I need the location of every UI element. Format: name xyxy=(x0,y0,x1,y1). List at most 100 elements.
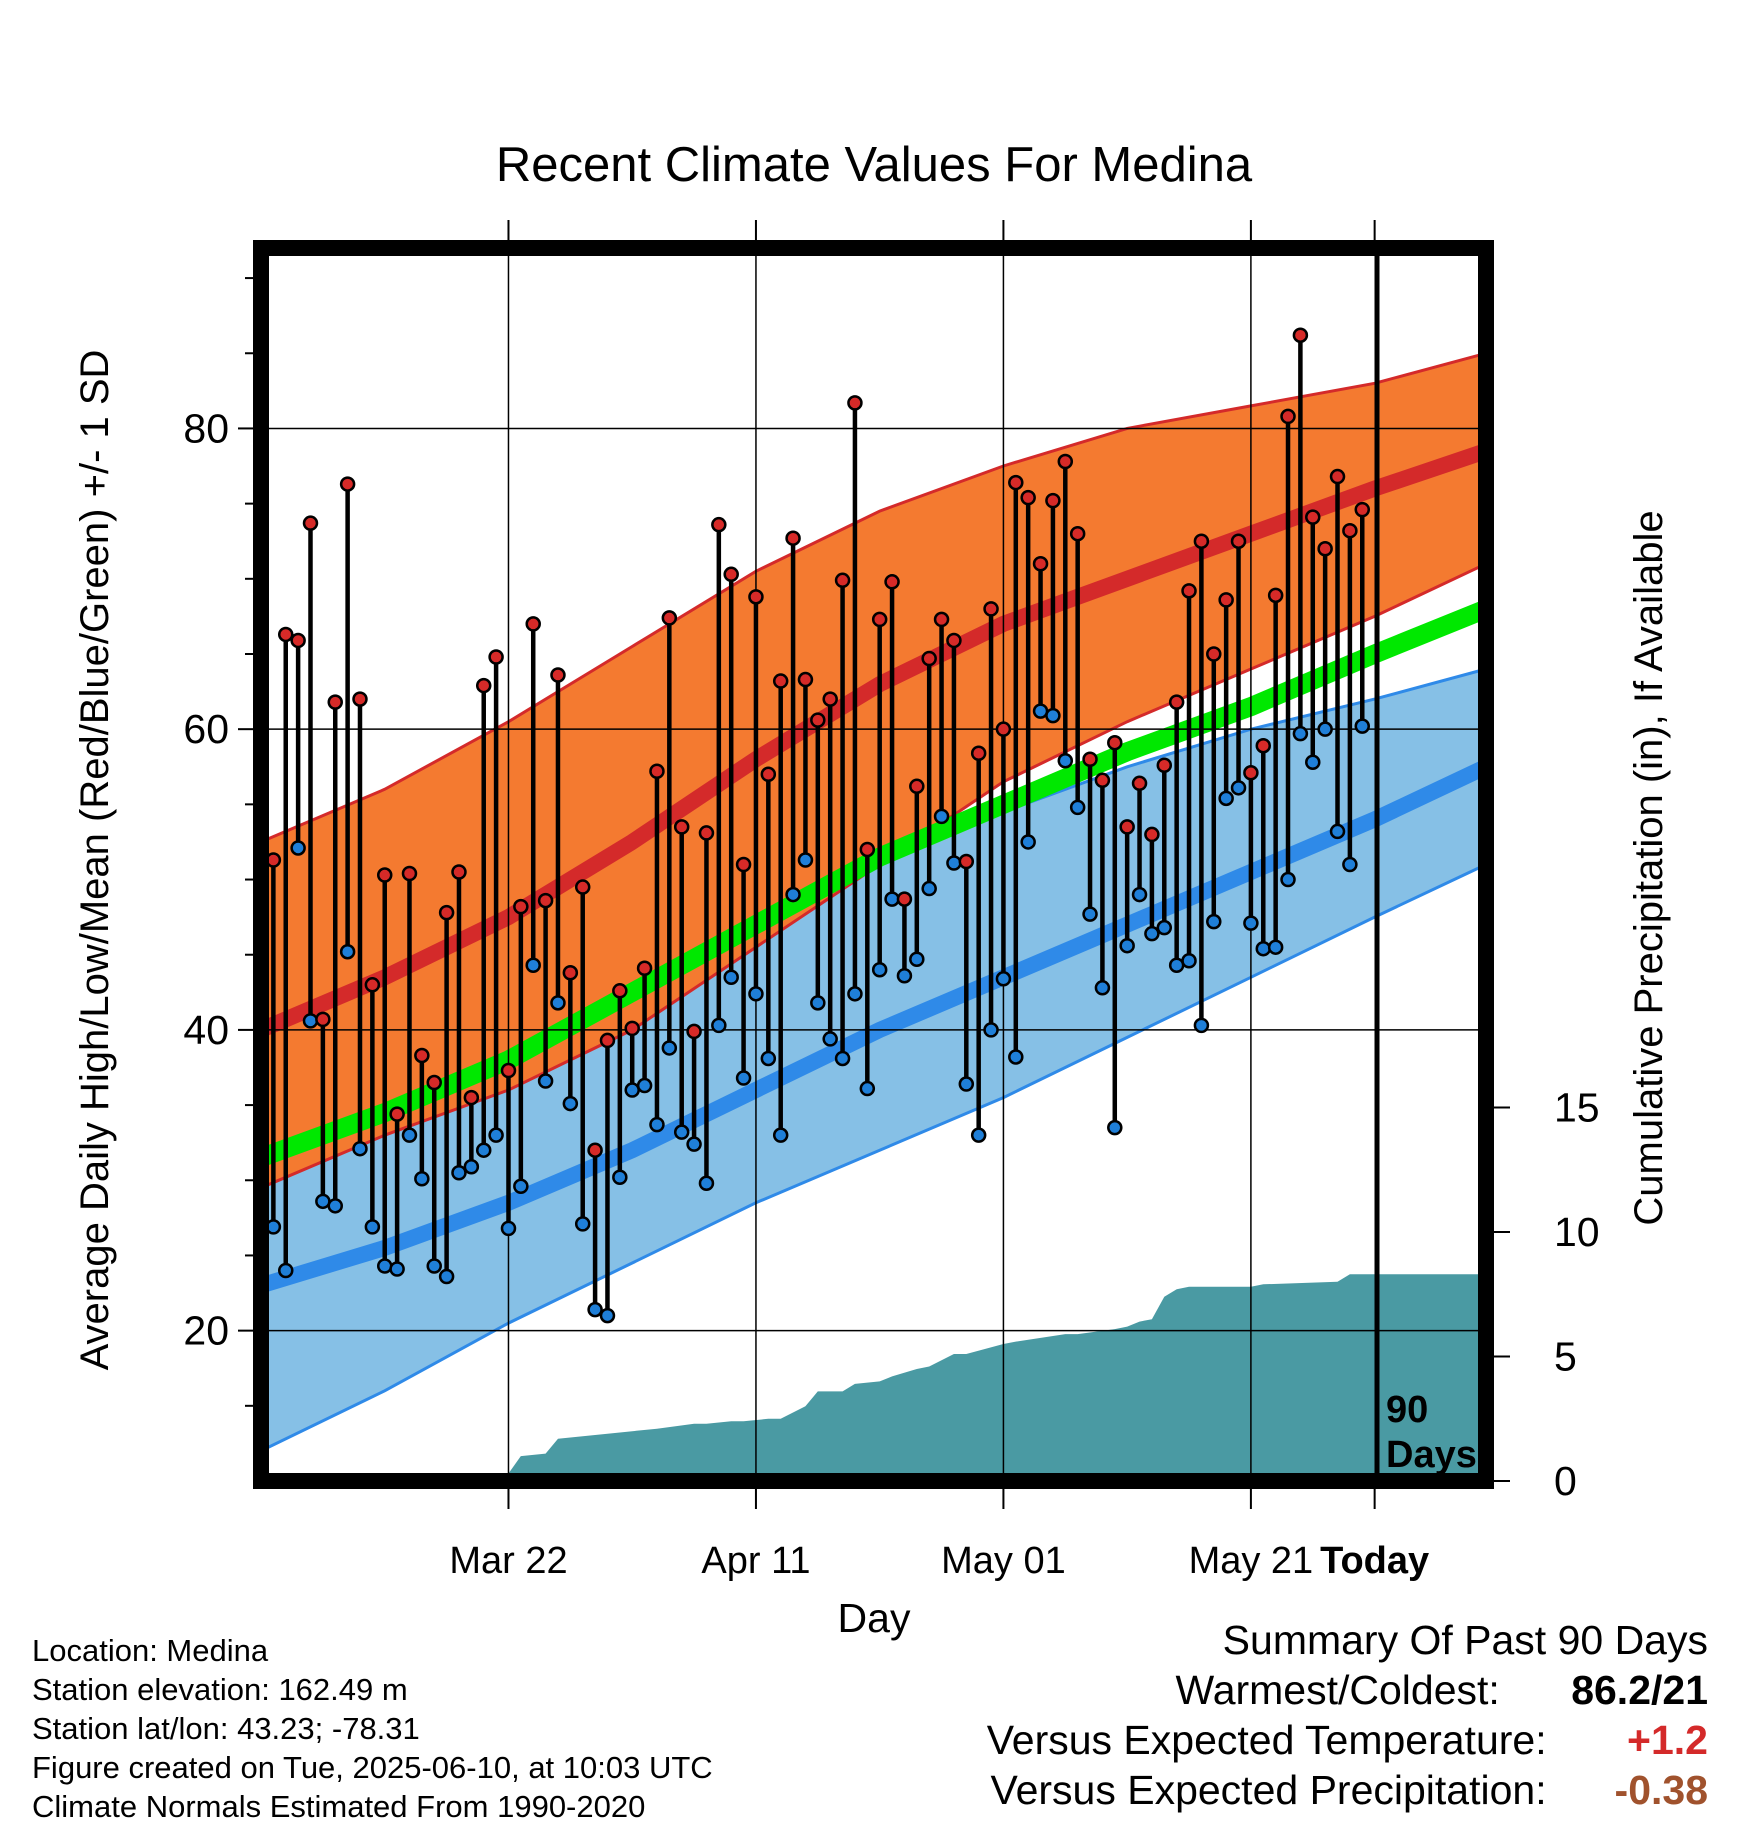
daily-low-point xyxy=(884,891,900,907)
daily-low-point xyxy=(1032,703,1049,719)
daily-high-point xyxy=(562,965,579,981)
daily-high-point xyxy=(401,865,418,882)
daily-low-point xyxy=(1119,937,1135,954)
footer-normals-source: Climate Normals Estimated From 1990-2020 xyxy=(32,1789,646,1824)
footer-latlon: Station lat/lon: 43.23; -78.31 xyxy=(32,1711,420,1746)
daily-low-point xyxy=(636,1077,653,1094)
daily-high-point xyxy=(1267,587,1284,604)
daily-low-point xyxy=(1168,957,1185,973)
daily-high-point xyxy=(723,566,739,583)
daily-high-point xyxy=(389,1106,405,1122)
daily-high-point xyxy=(315,1011,331,1028)
daily-low-point xyxy=(859,1080,876,1097)
daily-low-point xyxy=(1243,915,1259,931)
daily-high-point xyxy=(1094,772,1111,789)
y2-tick-label: 15 xyxy=(1554,1085,1600,1131)
daily-high-point xyxy=(1020,489,1036,506)
daily-low-point xyxy=(339,943,356,960)
precipitation-area xyxy=(261,1274,1486,1481)
daily-high-point xyxy=(1292,327,1309,343)
daily-high-point xyxy=(834,572,851,589)
daily-high-point xyxy=(513,898,529,915)
y2-tick-label: 10 xyxy=(1554,1209,1600,1255)
x-tick-label: May 01 xyxy=(941,1540,1066,1582)
daily-low-point xyxy=(1069,799,1086,816)
daily-high-point xyxy=(673,819,690,835)
x-tick-label: Today xyxy=(1320,1540,1429,1582)
daily-low-point xyxy=(1280,871,1296,888)
daily-high-point xyxy=(352,691,368,707)
daily-low-point xyxy=(871,962,888,978)
y-axis-label: Average Daily High/Low/Mean (Red/Blue/Gr… xyxy=(73,350,117,1371)
daily-high-point xyxy=(1255,737,1272,754)
daily-high-point xyxy=(1069,525,1086,542)
daily-high-point xyxy=(946,632,962,649)
footer-elevation: Station elevation: 162.49 m xyxy=(32,1672,408,1707)
daily-high-point xyxy=(414,1047,430,1064)
daily-low-point xyxy=(810,995,826,1011)
daily-high-point xyxy=(810,712,826,728)
plot-frame xyxy=(253,240,1494,1489)
daily-low-point xyxy=(785,886,801,903)
daily-high-point xyxy=(958,853,975,870)
daily-low-point xyxy=(921,880,937,897)
daily-low-point xyxy=(562,1095,579,1112)
daily-high-point xyxy=(426,1074,442,1091)
daily-high-point xyxy=(1168,694,1185,710)
daily-high-point xyxy=(1032,556,1049,572)
daily-low-point xyxy=(426,1258,442,1274)
daily-high-point xyxy=(1082,751,1098,767)
daily-high-point xyxy=(537,892,554,909)
daily-low-point xyxy=(797,852,814,868)
daily-high-point xyxy=(884,574,900,590)
daily-low-point xyxy=(1082,906,1098,922)
y2-tick-label: 5 xyxy=(1554,1334,1577,1380)
y-tick-label: 20 xyxy=(183,1308,229,1354)
daily-low-point xyxy=(847,986,863,1002)
daily-low-point xyxy=(1144,925,1160,942)
daily-high-point xyxy=(785,530,801,546)
daily-high-point xyxy=(290,632,306,649)
daily-high-point xyxy=(1144,826,1160,843)
daily-high-point xyxy=(1193,533,1210,549)
daily-low-point xyxy=(686,1136,702,1152)
daily-high-point xyxy=(921,650,937,667)
daily-low-point xyxy=(537,1073,554,1089)
y-tick-label: 60 xyxy=(183,706,229,752)
daily-low-point xyxy=(1193,1017,1210,1034)
daily-low-point xyxy=(946,855,962,871)
daily-low-point xyxy=(1317,721,1333,737)
plot-area: 90 Days xyxy=(253,248,1490,1481)
daily-low-point xyxy=(438,1268,455,1285)
daily-high-point xyxy=(475,677,492,694)
daily-low-point xyxy=(587,1301,603,1318)
daily-high-point xyxy=(612,983,628,999)
daily-low-point xyxy=(327,1198,343,1214)
daily-high-point xyxy=(525,616,541,632)
daily-high-point xyxy=(376,867,393,883)
daily-low-point xyxy=(1131,886,1148,903)
daily-high-point xyxy=(698,825,715,841)
daily-low-point xyxy=(463,1158,480,1175)
summary-precip-value: -0.38 xyxy=(1614,1767,1708,1813)
daily-high-point xyxy=(896,891,913,907)
daily-high-point xyxy=(574,879,591,895)
daily-low-point xyxy=(401,1127,418,1143)
daily-high-point xyxy=(760,766,777,783)
daily-high-point xyxy=(302,515,319,531)
daily-high-point xyxy=(1045,492,1061,509)
daily-low-point xyxy=(1342,856,1358,873)
daily-high-point xyxy=(364,977,381,993)
summary-temp-row: Versus Expected Temperature: +1.2 xyxy=(987,1717,1708,1764)
daily-low-point xyxy=(896,968,913,984)
daily-low-point xyxy=(760,1050,777,1067)
daily-low-point xyxy=(958,1076,975,1092)
daily-high-point xyxy=(1317,540,1333,557)
daily-low-point xyxy=(1181,952,1197,969)
x-axis-label: Day xyxy=(838,1595,911,1641)
daily-high-point xyxy=(847,395,863,411)
daily-high-point xyxy=(1119,819,1135,835)
daily-high-point xyxy=(1305,509,1321,525)
window-label-unit: Days xyxy=(1386,1434,1477,1476)
